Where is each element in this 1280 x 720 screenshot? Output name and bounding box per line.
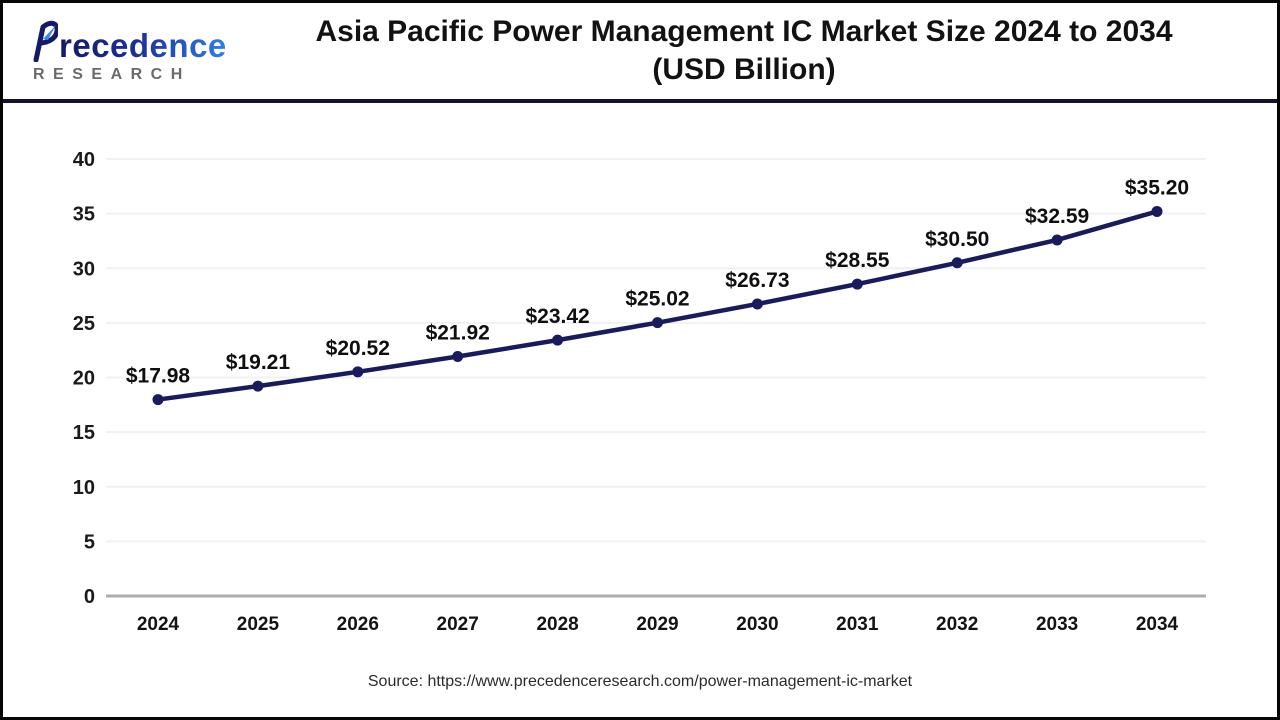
y-tick-label: 35 — [73, 204, 95, 226]
data-point-label: $21.92 — [426, 322, 490, 345]
data-point — [951, 257, 963, 269]
line-chart: 0 5 10 15 20 25 30 35 40 2024 2025 2026 2027 2028 2029… — [3, 103, 1277, 712]
logo-sub-text: RESEARCH — [33, 65, 191, 83]
data-point — [352, 366, 364, 378]
logo-brand-row: recedence — [31, 20, 231, 62]
source-note: Source: https://www.precedenceresearch.c… — [367, 673, 913, 690]
data-point-label: $19.21 — [226, 351, 291, 374]
y-tick-label: 0 — [84, 586, 95, 608]
page-title-line2: (USD Billion) — [652, 53, 836, 86]
logo-p-icon — [33, 20, 58, 62]
data-point-label: $28.55 — [825, 249, 890, 272]
data-point-label: $20.52 — [326, 337, 390, 360]
data-point-label: $35.20 — [1125, 176, 1189, 199]
y-tick-label: 5 — [84, 531, 95, 553]
page-title-line1: Asia Pacific Power Management IC Market … — [315, 15, 1173, 48]
header: recedence RESEARCH Asia Pacific Power Ma… — [3, 3, 1277, 103]
x-tick-label: 2030 — [736, 614, 778, 635]
data-point — [552, 334, 564, 346]
x-tick-label: 2031 — [836, 614, 879, 635]
data-point-label: $17.98 — [126, 365, 191, 388]
data-point-label: $32.59 — [1025, 205, 1089, 228]
y-tick-label: 15 — [73, 422, 95, 444]
data-point — [652, 317, 663, 329]
x-tick-label: 2026 — [337, 614, 379, 635]
data-point — [152, 394, 164, 406]
data-point — [1151, 205, 1163, 217]
x-tick-label: 2032 — [936, 614, 978, 635]
y-tick-label: 20 — [73, 368, 95, 390]
data-point — [252, 380, 264, 392]
data-point-label: $23.42 — [525, 305, 589, 328]
logo-brand-text: recedence — [59, 26, 227, 64]
x-tick-label: 2025 — [237, 614, 280, 635]
y-tick-label: 10 — [73, 477, 95, 499]
x-tick-label: 2028 — [536, 614, 578, 635]
data-point-label: $26.73 — [725, 269, 789, 292]
x-tick-label: 2033 — [1036, 614, 1078, 635]
data-point — [1051, 234, 1063, 246]
brand-logo: recedence RESEARCH — [31, 20, 231, 83]
x-tick-label: 2027 — [437, 614, 479, 635]
data-point-label: $25.02 — [625, 288, 689, 311]
y-tick-label: 40 — [73, 149, 95, 171]
y-tick-label: 30 — [73, 258, 95, 280]
x-tick-label: 2024 — [137, 614, 180, 635]
y-tick-label: 25 — [73, 313, 95, 335]
data-point — [851, 278, 863, 290]
data-point — [751, 298, 763, 310]
page-title: Asia Pacific Power Management IC Market … — [231, 13, 1277, 89]
data-point — [452, 351, 464, 363]
x-tick-label: 2034 — [1136, 614, 1179, 635]
data-point-label: $30.50 — [925, 228, 989, 251]
x-tick-label: 2029 — [636, 614, 678, 635]
